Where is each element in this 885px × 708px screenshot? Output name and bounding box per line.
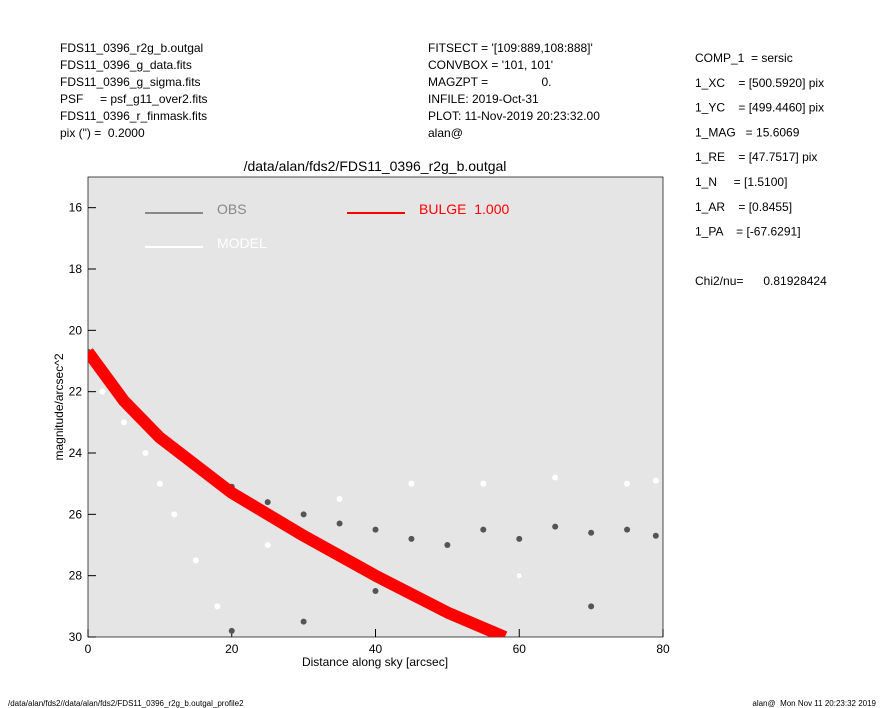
point [372, 588, 379, 594]
point [480, 480, 487, 487]
point [142, 450, 149, 456]
point [192, 557, 199, 564]
info-middle: alan@ [428, 126, 463, 140]
info-right: 1_RE = [47.7517] pix [695, 150, 817, 164]
chart-title: /data/alan/fds2/FDS11_0396_r2g_b.outgal [244, 158, 507, 174]
point [408, 535, 415, 542]
y-tick-label: 30 [69, 630, 83, 644]
info-middle: CONVBOX = '101, 101' [428, 58, 553, 72]
point [624, 480, 631, 487]
y-axis-label: magnitude/arcsec^2 [52, 353, 66, 460]
legend-label: MODEL [217, 235, 267, 251]
info-middle: INFILE: 2019-Oct-31 [428, 92, 539, 106]
point [444, 542, 451, 548]
point [652, 477, 659, 484]
info-right: 1_PA = [-67.6291] [695, 225, 801, 239]
info-right: 1_AR = [0.8455] [695, 200, 792, 214]
y-tick-label: 20 [69, 323, 83, 337]
x-tick-label: 40 [369, 642, 383, 656]
point [516, 572, 523, 579]
info-right: COMP_1 = sersic [695, 51, 793, 65]
point [264, 542, 271, 548]
point [214, 603, 221, 610]
point [120, 419, 127, 426]
point [408, 480, 415, 487]
info-left: FDS11_0396_r_finmask.fits [60, 109, 207, 123]
y-tick-label: 22 [69, 385, 83, 399]
point [372, 526, 379, 533]
x-tick-label: 20 [225, 642, 239, 656]
info-middle: MAGZPT = 0. [428, 75, 551, 89]
info-right: 1_MAG = 15.6069 [695, 125, 800, 139]
point [652, 532, 659, 539]
point [588, 603, 595, 610]
x-tick-label: 80 [656, 642, 670, 656]
point [552, 474, 559, 481]
info-middle: PLOT: 11-Nov-2019 20:23:32.00 [428, 109, 600, 123]
point [624, 526, 631, 533]
point [552, 523, 559, 530]
info-left: PSF = psf_g11_over2.fits [60, 92, 208, 106]
legend-label: OBS [217, 201, 247, 217]
y-tick-label: 26 [69, 507, 83, 521]
point [300, 618, 307, 625]
point [228, 627, 235, 634]
y-tick-label: 16 [69, 201, 83, 215]
point [336, 496, 343, 502]
legend-label: BULGE 1.000 [419, 201, 509, 217]
chi2: Chi2/nu= 0.81928424 [695, 274, 827, 288]
point [588, 529, 595, 536]
info-left: FDS11_0396_g_sigma.fits [60, 75, 201, 89]
x-tick-label: 0 [85, 642, 92, 656]
point [264, 499, 271, 506]
info-middle: FITSECT = '[109:889,108:888]' [428, 41, 593, 55]
footer-right: alan@ Mon Nov 11 20:23:32 2019 [752, 699, 876, 708]
info-left: pix (") = 0.2000 [60, 126, 145, 140]
info-right: 1_XC = [500.5920] pix [695, 76, 824, 90]
point [336, 520, 343, 527]
point [480, 526, 487, 533]
x-tick-label: 60 [513, 642, 527, 656]
y-tick-label: 24 [69, 446, 83, 460]
info-right: 1_N = [1.5100] [695, 175, 787, 189]
point [156, 480, 163, 487]
y-tick-label: 28 [69, 569, 83, 583]
info-left: FDS11_0396_g_data.fits [60, 58, 192, 72]
point [300, 511, 307, 518]
point [516, 535, 523, 542]
info-left: FDS11_0396_r2g_b.outgal [60, 41, 203, 55]
bulge-band [88, 348, 508, 637]
plot-area [87, 176, 664, 638]
point [171, 511, 178, 518]
y-tick-label: 18 [69, 262, 83, 276]
info-right: 1_YC = [499.4460] pix [695, 101, 824, 115]
footer-left: /data/alan/fds2//data/alan/fds2/FDS11_03… [8, 699, 244, 708]
point [99, 388, 106, 395]
x-axis-label: Distance along sky [arcsec] [302, 655, 448, 669]
